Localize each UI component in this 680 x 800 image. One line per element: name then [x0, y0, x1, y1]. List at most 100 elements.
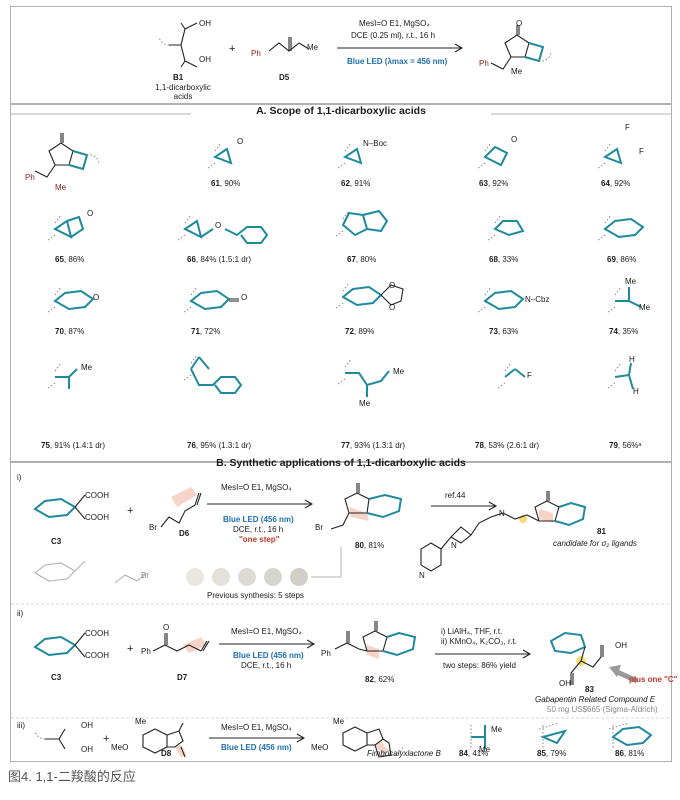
s64 [596, 142, 623, 170]
s78-f: F [527, 371, 532, 380]
ii-o: O [163, 623, 170, 632]
ii-arrow [219, 639, 316, 649]
iii-tag: iii) [17, 721, 25, 730]
product-me: Me [511, 67, 523, 76]
i-prev-text: Previous synthesis: 5 steps [207, 591, 304, 600]
s86 [608, 722, 653, 749]
s84-me2: Me [479, 745, 491, 754]
s64-f2: F [639, 147, 644, 156]
ii-c3-label: C3 [51, 673, 62, 682]
ii-cooh1: COOH [85, 629, 109, 638]
i-prev-dots [186, 547, 342, 586]
cap-75: 75, 91% (1.4:1 dr) [41, 441, 106, 450]
s71-o: O [241, 293, 248, 302]
applications-panel: B. Synthetic applications of 1,1-dicarbo… [10, 457, 677, 762]
ii-p83 [549, 631, 639, 685]
cap-61: 61, 90% [211, 179, 241, 188]
iii-d8 [142, 722, 187, 758]
iii-meo: MeO [111, 743, 129, 752]
iii-cond1: MesI=O E1, MgSO₄ [221, 723, 292, 732]
i-tag: i) [17, 473, 22, 482]
cap-86: 86, 81% [615, 749, 645, 758]
s69 [596, 214, 645, 242]
s74-me1: Me [625, 277, 637, 286]
i-p81-n2: N [451, 541, 457, 550]
ii-step3: two steps: 86% yield [443, 661, 516, 670]
i-plus: + [127, 505, 134, 517]
s75-me: Me [81, 363, 93, 372]
ii-ph: Ph [141, 647, 151, 656]
i-cooh1: COOH [85, 491, 109, 500]
i-cooh2: COOH [85, 513, 109, 522]
iii-me: Me [135, 717, 147, 726]
ii-p83-label: 83 [585, 685, 594, 694]
ii-plus: + [127, 643, 134, 655]
i-arrow [207, 499, 314, 509]
b1-subtitle: 1,1-dicarboxylic acids [155, 83, 211, 101]
s62 [336, 142, 363, 170]
i-c3-label: C3 [51, 537, 62, 546]
section-b-title: B. Synthetic applications of 1,1-dicarbo… [216, 457, 466, 469]
i-cond3: DCE, r.t., 16 h [233, 525, 284, 534]
ii-p83-desc: Gabapentin Related Compound E [535, 695, 656, 704]
s70-o: O [93, 293, 100, 302]
iii-oh1: OH [81, 721, 93, 730]
s74 [606, 286, 642, 314]
ii-cond1: MesI=O E1, MgSO₄ [231, 627, 302, 636]
s72-o1: O [389, 281, 396, 290]
iii-arrow [209, 733, 306, 743]
lead-ph: Ph [25, 173, 35, 182]
ii-p83-price: 50 mg US$665 (Sigma-Aldrich) [547, 705, 658, 714]
cap-77: 77, 93% (1.3:1 dr) [341, 441, 406, 450]
s63 [476, 142, 509, 170]
section-a-title: A. Scope of 1,1-dicarboxylic acids [256, 105, 426, 117]
i-arrow2 [431, 501, 498, 511]
product-ph: Ph [479, 59, 489, 68]
s73 [476, 286, 525, 314]
cap-72: 72, 89% [345, 327, 375, 336]
i-d6 [160, 487, 202, 528]
cap-71: 71, 72% [191, 327, 221, 336]
ii-step1: i) LiAlH₄, THF, r.t. [441, 627, 503, 636]
i-ref: ref.44 [445, 491, 466, 500]
s62-nboc: N–Boc [363, 139, 388, 148]
s66-o: O [215, 221, 222, 230]
ii-arrow2 [435, 649, 532, 659]
cap-79: 79, 56%ᵃ [609, 441, 642, 450]
i-cond4: "one step" [239, 535, 280, 544]
cap-64: 64, 92% [601, 179, 631, 188]
s67 [334, 209, 389, 238]
header-panel: OH OH B1 1,1-dicarboxylic acids + Ph Me … [10, 6, 672, 104]
ii-p82-ph: Ph [321, 649, 331, 658]
ii-p83-oh1: OH [615, 641, 627, 650]
ii-plus-c: plus one "C" [629, 675, 678, 684]
ii-d7 [152, 633, 210, 653]
cap-85: 85, 79% [537, 749, 567, 758]
i-prev-sm [34, 560, 148, 584]
s77 [336, 358, 390, 397]
cap-63: 63, 92% [479, 179, 509, 188]
i-p81 [420, 491, 587, 572]
ii-p83-oh2: OH [559, 679, 571, 688]
b1-structure [158, 22, 198, 68]
cap-65: 65, 86% [55, 255, 85, 264]
ii-p82 [334, 621, 417, 659]
i-p80 [330, 483, 403, 530]
s85 [538, 722, 568, 749]
s84-me1: Me [491, 725, 503, 734]
ii-tag: ii) [17, 609, 24, 618]
d5-structure [268, 37, 310, 52]
cap-73: 73, 63% [489, 327, 519, 336]
iii-prod-me: Me [333, 717, 345, 726]
header-cond2: DCE (0.25 ml), r.t., 16 h [351, 31, 436, 40]
b1-label: B1 [173, 73, 184, 82]
s72-o2: O [389, 303, 396, 312]
header-cond3: Blue LED (λmax = 456 nm) [347, 57, 448, 66]
product-o1: O [516, 19, 523, 28]
d5-label: D5 [279, 73, 290, 82]
cap-84: 84, 41% [459, 749, 489, 758]
i-c3 [33, 494, 86, 520]
s74-me2: Me [639, 303, 651, 312]
s79 [606, 362, 634, 390]
b1-oh-bottom: OH [199, 55, 211, 64]
